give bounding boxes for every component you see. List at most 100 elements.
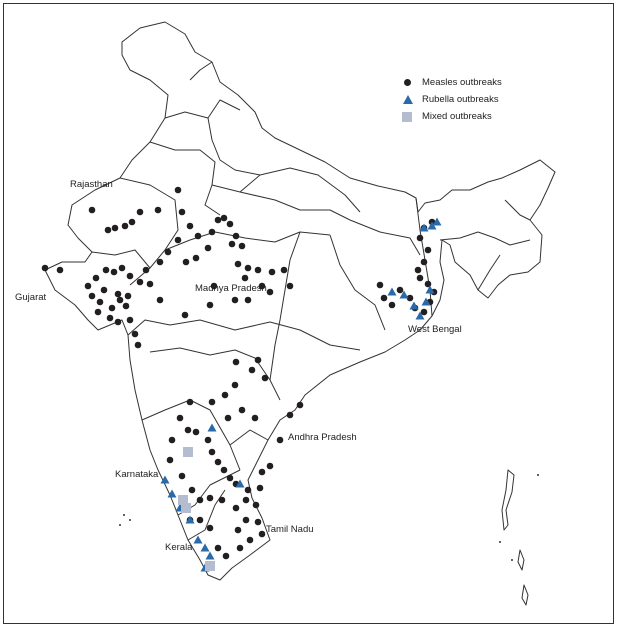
measles-outbreak-marker [206,524,214,532]
measles-outbreak-marker [420,308,428,316]
measles-outbreak-marker [186,222,194,230]
mixed-outbreak-marker [181,503,191,513]
measles-outbreak-marker [174,186,182,194]
measles-outbreak-marker [256,484,264,492]
measles-outbreak-marker [131,330,139,338]
measles-outbreak-marker [94,308,102,316]
measles-outbreak-marker [220,214,228,222]
measles-outbreak-marker [396,286,404,294]
measles-outbreak-marker [121,222,129,230]
rubella-outbreak-marker [185,515,195,524]
measles-outbreak-marker [258,282,266,290]
measles-outbreak-marker [208,228,216,236]
label-tamil-nadu: Tamil Nadu [266,524,314,535]
measles-outbreak-marker [238,242,246,250]
rubella-outbreak-marker [207,423,217,432]
measles-outbreak-marker [174,236,182,244]
measles-outbreak-marker [416,234,424,242]
measles-outbreak-marker [286,282,294,290]
label-rajasthan: Rajasthan [70,179,113,190]
measles-outbreak-marker [218,496,226,504]
measles-outbreak-marker [108,304,116,312]
measles-outbreak-marker [181,311,189,319]
rubella-outbreak-marker [160,475,170,484]
measles-outbreak-marker [266,288,274,296]
legend: Measles outbreaks Rubella outbreaks Mixe… [400,74,502,125]
measles-outbreak-marker [241,274,249,282]
rubella-outbreak-marker [427,221,437,230]
measles-outbreak-marker [388,301,396,309]
measles-outbreak-marker [234,260,242,268]
measles-outbreak-marker [244,486,252,494]
rubella-outbreak-marker [399,290,409,299]
rubella-outbreak-marker [425,285,435,294]
measles-outbreak-marker [222,552,230,560]
measles-outbreak-marker [232,358,240,366]
measles-outbreak-marker [416,274,424,282]
measles-outbreak-marker [134,341,142,349]
measles-outbreak-marker [184,426,192,434]
measles-outbreak-marker [221,391,229,399]
measles-outbreak-marker [280,266,288,274]
measles-outbreak-marker [231,296,239,304]
measles-outbreak-marker [238,406,246,414]
square-icon [402,111,412,122]
measles-outbreak-marker [242,516,250,524]
triangle-icon [403,94,413,104]
label-karnataka: Karnataka [115,469,159,480]
measles-outbreak-marker [248,366,256,374]
label-madhya-pradesh: Madhya Pradesh [195,283,267,294]
measles-outbreak-marker [178,208,186,216]
measles-outbreak-marker [208,398,216,406]
measles-outbreak-marker [182,258,190,266]
measles-outbreak-marker [142,266,150,274]
measles-outbreak-marker [268,268,276,276]
measles-outbreak-marker [376,281,384,289]
measles-outbreak-marker [196,496,204,504]
mixed-outbreak-marker [205,561,215,571]
measles-outbreak-marker [114,290,122,298]
rubella-outbreak-marker [167,489,177,498]
measles-outbreak-marker [242,496,250,504]
measles-outbreak-marker [124,292,132,300]
measles-outbreak-marker [136,208,144,216]
measles-outbreak-marker [414,266,422,274]
mixed-outbreak-marker [178,495,188,505]
measles-outbreak-marker [88,206,96,214]
measles-outbreak-marker [102,266,110,274]
measles-outbreak-marker [251,414,259,422]
label-andhra-pradesh: Andhra Pradesh [288,432,357,443]
measles-outbreak-marker [254,356,262,364]
rubella-outbreak-marker [387,287,397,296]
measles-outbreak-marker [156,296,164,304]
measles-outbreak-marker [111,224,119,232]
mixed-markers [178,447,215,571]
measles-outbreak-marker [194,232,202,240]
measles-outbreak-marker [424,280,432,288]
measles-outbreak-marker [168,436,176,444]
measles-outbreak-marker [204,244,212,252]
rubella-outbreak-marker [421,297,431,306]
measles-outbreak-marker [244,264,252,272]
measles-outbreak-marker [192,254,200,262]
measles-outbreak-marker [228,240,236,248]
measles-outbreak-marker [214,544,222,552]
mixed-outbreak-marker [183,447,193,457]
measles-outbreak-marker [276,436,284,444]
measles-outbreak-marker [188,486,196,494]
measles-outbreak-marker [236,544,244,552]
measles-outbreak-marker [126,316,134,324]
measles-outbreak-marker [226,220,234,228]
measles-outbreak-marker [254,518,262,526]
measles-outbreak-marker [214,216,222,224]
measles-outbreak-marker [164,248,172,256]
measles-markers [41,186,438,560]
rubella-outbreak-marker [200,543,210,552]
measles-outbreak-marker [92,274,100,282]
measles-outbreak-marker [220,466,228,474]
rubella-outbreak-marker [205,551,215,560]
measles-outbreak-marker [296,401,304,409]
rubella-markers [160,217,442,572]
measles-outbreak-marker [166,456,174,464]
